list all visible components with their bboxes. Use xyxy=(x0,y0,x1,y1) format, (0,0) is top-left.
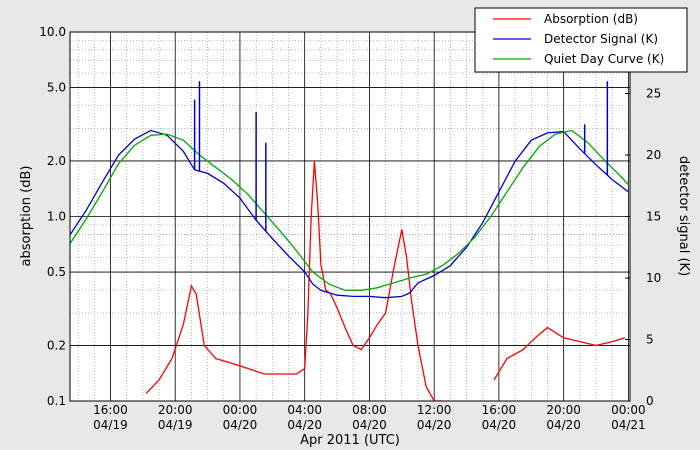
x-tick-time: 16:00 xyxy=(482,403,517,417)
x-tick-time: 16:00 xyxy=(93,403,128,417)
left-tick-label: 2.0 xyxy=(47,154,66,168)
x-tick-time: 12:00 xyxy=(417,403,452,417)
x-tick-time: 00:00 xyxy=(611,403,646,417)
x-tick-date: 04/19 xyxy=(158,418,193,432)
right-axis-label: detector signal (K) xyxy=(676,156,691,276)
left-tick-label: 0.1 xyxy=(47,394,66,408)
x-tick-time: 00:00 xyxy=(223,403,258,417)
x-tick-time: 20:00 xyxy=(158,403,193,417)
right-tick-label: 10 xyxy=(646,271,661,285)
right-tick-label: 0 xyxy=(646,394,654,408)
left-axis: 0.1 0.2 0.5 1.0 2.0 5.0 10.0 xyxy=(39,25,66,408)
x-tick-date: 04/20 xyxy=(482,418,517,432)
right-tick-label: 15 xyxy=(646,210,661,224)
x-tick-date: 04/20 xyxy=(352,418,387,432)
x-tick-time: 04:00 xyxy=(287,403,322,417)
right-tick-label: 20 xyxy=(646,148,661,162)
x-tick-date: 04/20 xyxy=(546,418,581,432)
grid xyxy=(70,31,630,402)
legend: Absorption (dB) Detector Signal (K) Quiet … xyxy=(474,7,688,73)
legend-label: Absorption (dB) xyxy=(544,12,638,26)
series-line-3 xyxy=(70,129,629,291)
left-tick-label: 1.0 xyxy=(47,210,66,224)
x-tick-date: 04/21 xyxy=(611,418,646,432)
left-axis-label: absorption (dB) xyxy=(19,166,34,267)
x-tick-date: 04/20 xyxy=(417,418,452,432)
series-line-0 xyxy=(145,160,443,401)
x-tick-date: 04/20 xyxy=(287,418,322,432)
series-line-1 xyxy=(493,326,626,381)
x-tick-date: 04/19 xyxy=(93,418,128,432)
series-line-2 xyxy=(70,129,629,299)
legend-label: Detector Signal (K) xyxy=(544,32,658,46)
x-tick-time: 08:00 xyxy=(352,403,387,417)
x-axis-label: Apr 2011 (UTC) xyxy=(300,433,400,448)
legend-label: Quiet Day Curve (K) xyxy=(544,52,664,66)
right-tick-label: 5 xyxy=(646,333,654,347)
x-tick-date: 04/20 xyxy=(223,418,258,432)
left-tick-label: 5.0 xyxy=(47,81,66,95)
series-layer xyxy=(70,81,629,401)
right-axis: 0 5 10 15 20 25 xyxy=(625,87,661,408)
x-tick-time: 20:00 xyxy=(546,403,581,417)
left-tick-label: 10.0 xyxy=(39,25,66,39)
right-tick-label: 25 xyxy=(646,87,661,101)
left-tick-label: 0.2 xyxy=(47,338,66,352)
x-axis: 16:0004/1920:0004/1900:0004/2004:0004/20… xyxy=(93,403,646,432)
left-tick-label: 0.5 xyxy=(47,265,66,279)
